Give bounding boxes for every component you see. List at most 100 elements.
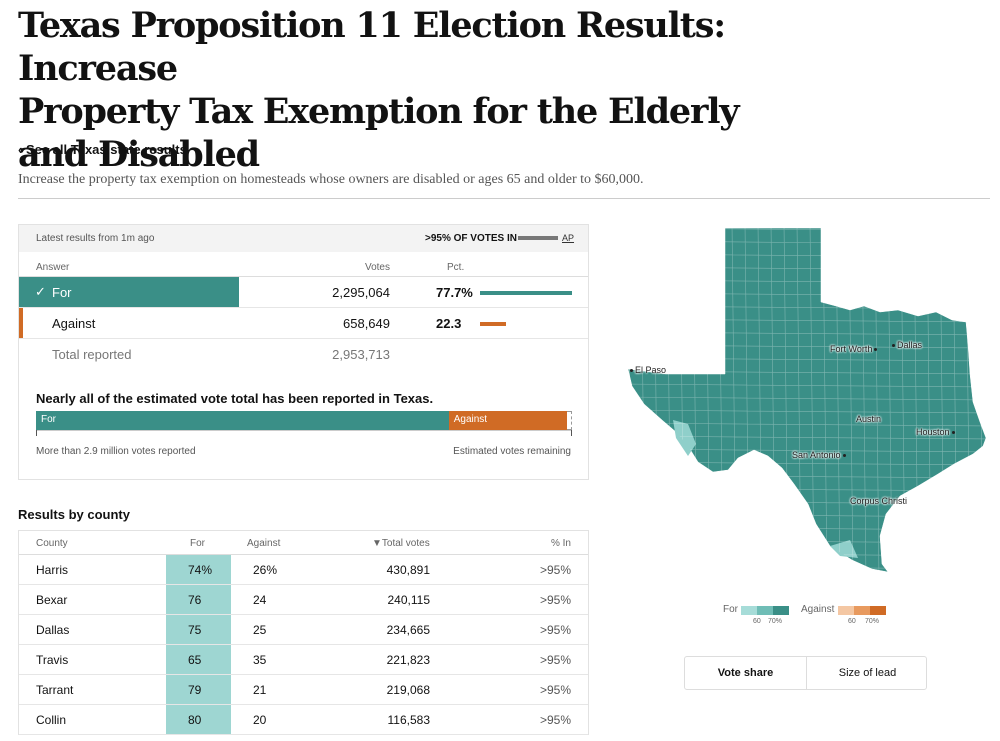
- county-total-votes: 116,583: [387, 713, 431, 727]
- against-column-header[interactable]: Against: [247, 538, 281, 549]
- legend-for-swatch-3: [773, 606, 789, 615]
- for-column-header: For: [190, 538, 205, 549]
- answer-label: Against: [52, 316, 96, 331]
- county-against-pct: 21: [253, 683, 267, 697]
- proposition-description: Increase the property tax exemption on h…: [18, 172, 644, 187]
- toggle-divider: [806, 657, 807, 689]
- city-dot: [951, 431, 955, 435]
- legend-against-tick-70: 70%: [865, 618, 880, 625]
- texas-county-map[interactable]: El Paso Fort Worth Dallas Austin Houston…: [618, 224, 993, 579]
- vote-count: 2,295,064: [332, 285, 390, 300]
- checkmark-icon: ✓: [35, 284, 46, 299]
- for-share-cell: [166, 675, 231, 704]
- pct-in-column-header[interactable]: % In: [550, 538, 571, 549]
- estimate-axis: [36, 430, 572, 431]
- county-against-pct: 26%: [253, 563, 278, 577]
- estimate-against-label: Against: [453, 414, 488, 425]
- for-share-cell: [166, 615, 231, 644]
- county-row[interactable]: Collin 80 20 116,583 >95%: [19, 705, 588, 735]
- legend-for-tick-70: 70%: [768, 618, 783, 625]
- map-view-toggle: Vote share Size of lead: [684, 656, 927, 690]
- vote-count: 658,649: [343, 316, 390, 331]
- reporting-bar: [518, 236, 558, 240]
- county-row[interactable]: Dallas 75 25 234,665 >95%: [19, 615, 588, 645]
- total-label: Total reported: [52, 347, 132, 362]
- vote-percent: 77.7%: [436, 285, 473, 300]
- estimate-title: Nearly all of the estimated vote total h…: [36, 391, 434, 406]
- see-all-results-link[interactable]: ‹ See all Texas state results: [18, 142, 187, 157]
- county-results-title: Results by county: [18, 507, 130, 522]
- legend-against-swatch-3: [870, 606, 886, 615]
- result-row-for: ✓ For 2,295,064 77.7%: [19, 277, 588, 308]
- vote-percent-bar: [480, 322, 507, 326]
- county-pct-in: >95%: [539, 653, 571, 667]
- county-pct-in: >95%: [539, 593, 571, 607]
- estimate-bar: For Against: [36, 411, 572, 430]
- county-name: Dallas: [36, 623, 70, 637]
- legend-for-tick-60: 60: [753, 618, 761, 625]
- legend-against-swatch-2: [854, 606, 870, 615]
- county-total-votes: 240,115: [387, 593, 431, 607]
- county-for-pct: 80: [188, 713, 202, 727]
- for-share-cell: [166, 585, 231, 614]
- legend-for-label: For: [723, 604, 738, 615]
- county-total-votes: 234,665: [386, 623, 430, 637]
- county-column-header: County: [36, 538, 68, 549]
- legend-for-swatch-2: [757, 606, 773, 615]
- county-pct-in: >95%: [539, 563, 571, 577]
- estimate-for-label: For: [41, 414, 56, 425]
- county-against-pct: 24: [253, 593, 267, 607]
- source-ap-link[interactable]: AP: [562, 233, 575, 243]
- city-dot: [892, 344, 895, 348]
- estimate-for-segment: For: [36, 411, 449, 430]
- county-row[interactable]: Tarrant 79 21 219,068 >95%: [19, 675, 588, 705]
- headline-line-1: Texas Proposition 11 Election Results: I…: [18, 5, 726, 89]
- county-name: Harris: [36, 563, 68, 577]
- county-name: Collin: [36, 713, 67, 727]
- city-label-corpus-christi: Corpus Christi: [850, 496, 908, 506]
- county-results-table: County For Against ▼Total votes % In Har…: [18, 530, 589, 735]
- page-title: Texas Proposition 11 Election Results: I…: [18, 4, 778, 176]
- county-for-pct: 79: [188, 683, 202, 697]
- size-of-lead-button[interactable]: Size of lead: [838, 667, 897, 679]
- county-pct-in: >95%: [539, 683, 571, 697]
- county-against-pct: 25: [253, 623, 267, 637]
- county-row[interactable]: Bexar 76 24 240,115 >95%: [19, 585, 588, 615]
- city-label-el-paso: El Paso: [628, 365, 666, 375]
- estimate-remaining-segment: [566, 411, 572, 430]
- reporting-status: >95% OF VOTES IN: [425, 233, 517, 244]
- city-dot: [842, 454, 846, 458]
- city-label-dallas: Dallas: [890, 340, 922, 350]
- county-for-pct: 76: [188, 593, 202, 607]
- results-panel: Latest results from 1m ago >95% OF VOTES…: [18, 224, 589, 480]
- county-for-pct: 75: [188, 623, 202, 637]
- south-tip-region: [830, 540, 858, 558]
- vote-share-button[interactable]: Vote share: [717, 667, 774, 679]
- answer-label: For: [52, 285, 72, 300]
- legend-against-swatch-1: [838, 606, 854, 615]
- for-share-cell: [166, 555, 231, 584]
- county-name: Bexar: [36, 593, 68, 607]
- texas-map-svg: [627, 227, 987, 573]
- legend-against-label: Against: [801, 604, 835, 615]
- for-share-cell: [166, 705, 231, 734]
- total-votes-column-header[interactable]: ▼Total votes: [372, 538, 430, 549]
- results-panel-header: Latest results from 1m ago >95% OF VOTES…: [19, 225, 588, 252]
- county-total-votes: 219,068: [386, 683, 430, 697]
- result-row-total: Total reported 2,953,713: [19, 339, 588, 370]
- county-row[interactable]: Harris 74% 26% 430,891 >95%: [19, 555, 588, 585]
- estimate-tick-right: [571, 430, 572, 436]
- county-row[interactable]: Travis 65 35 221,823 >95%: [19, 645, 588, 675]
- city-dot: [874, 348, 878, 352]
- results-column-headers: Answer Votes Pct.: [19, 252, 588, 277]
- city-label-austin: Austin: [856, 414, 882, 424]
- result-row-against: Against 658,649 22.3: [19, 308, 588, 339]
- el-paso-region: [673, 420, 696, 456]
- headline-line-3: and Disabled: [18, 134, 260, 175]
- pct-column-header: Pct.: [447, 262, 465, 273]
- county-for-pct: 65: [188, 653, 202, 667]
- city-dot: [630, 369, 633, 373]
- votes-column-header: Votes: [364, 262, 390, 273]
- votes-remaining-note: Estimated votes remaining: [453, 446, 571, 457]
- city-label-fort-worth: Fort Worth: [830, 344, 879, 354]
